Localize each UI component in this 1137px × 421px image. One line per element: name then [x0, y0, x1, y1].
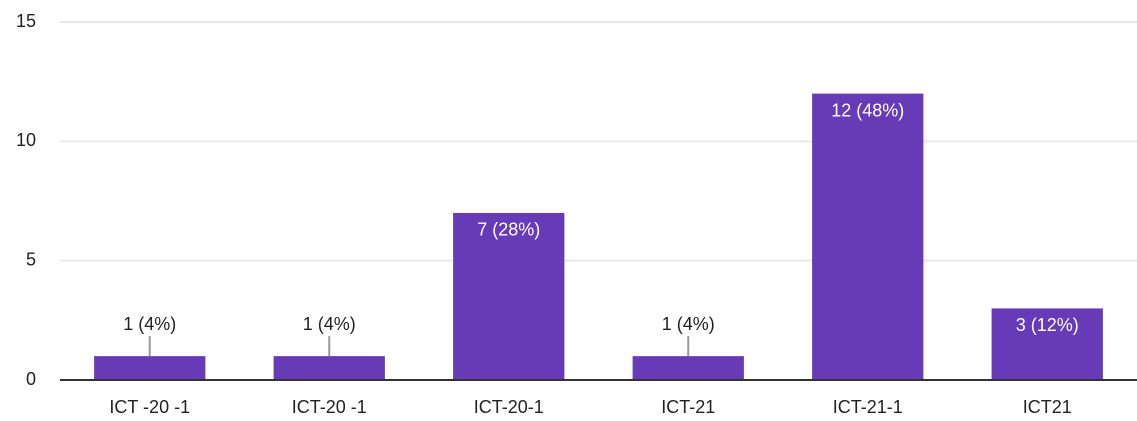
y-tick-label: 15 [16, 11, 36, 31]
x-tick-label: ICT-21-1 [833, 397, 903, 417]
x-tick-label: ICT-20 -1 [292, 397, 367, 417]
y-tick-label: 0 [26, 369, 36, 389]
data-label: 1 (4%) [123, 314, 176, 334]
bar [94, 356, 206, 380]
y-tick-label: 10 [16, 130, 36, 150]
data-label: 7 (28%) [477, 220, 540, 240]
bar [812, 93, 924, 380]
y-tick-label: 5 [26, 249, 36, 269]
x-tick-label: ICT21 [1023, 397, 1072, 417]
x-tick-label: ICT -20 -1 [109, 397, 190, 417]
bar [991, 308, 1103, 380]
x-tick-label: ICT-20-1 [474, 397, 544, 417]
data-label: 1 (4%) [303, 314, 356, 334]
bar [273, 356, 385, 380]
data-label: 3 (12%) [1016, 315, 1079, 335]
data-label: 1 (4%) [662, 314, 715, 334]
bar [632, 356, 744, 380]
bar [453, 212, 565, 380]
data-label: 12 (48%) [831, 100, 904, 120]
x-tick-label: ICT-21 [661, 397, 715, 417]
